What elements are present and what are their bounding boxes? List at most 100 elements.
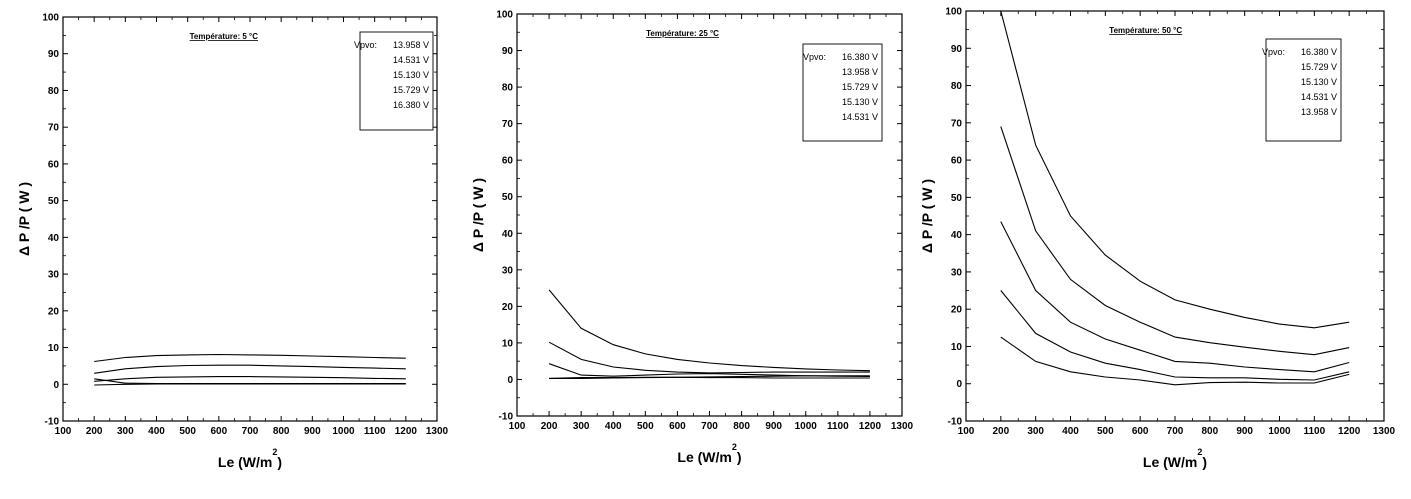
x-tick-label: 600	[1132, 426, 1149, 437]
series-line	[548, 341, 870, 374]
y-tick-label: 30	[48, 270, 60, 281]
series-line	[1000, 10, 1350, 329]
x-tick-label: 100	[509, 421, 526, 432]
y-tick-label: 10	[951, 342, 963, 353]
legend-prefix: Vpvo:	[1262, 47, 1285, 57]
y-tick-label: 30	[951, 267, 963, 278]
legend-entry: 13.958 V	[393, 40, 429, 50]
y-tick-label: 60	[951, 156, 963, 167]
legend-entry: 15.729 V	[1301, 62, 1337, 72]
x-tick-label: 400	[148, 426, 165, 437]
series-line	[1000, 126, 1350, 356]
x-tick-label: 1300	[891, 421, 914, 432]
y-tick-label: 100	[945, 7, 962, 18]
x-tick-label: 600	[210, 426, 227, 437]
legend-entry: 15.130 V	[1301, 77, 1337, 87]
y-tick-label: 80	[951, 81, 963, 92]
series-line	[94, 353, 406, 363]
y-tick-label: 20	[951, 305, 963, 316]
legend-entry: 15.729 V	[842, 82, 878, 92]
chart-title: Température: 50 °C	[1109, 26, 1182, 35]
x-tick-label: 1300	[426, 426, 449, 437]
x-tick-label: 1200	[395, 426, 418, 437]
y-tick-label: 40	[48, 233, 60, 244]
legend-entry: 15.130 V	[393, 70, 429, 80]
legend-prefix: Vpvo:	[354, 40, 377, 50]
legend-entry: 16.380 V	[1301, 47, 1337, 57]
x-tick-label: 400	[605, 421, 622, 432]
y-axis-label: Δ P /P ( W )	[919, 179, 935, 253]
legend-prefix: Vpvo:	[803, 52, 826, 62]
series-line	[548, 363, 870, 378]
y-tick-label: 0	[956, 379, 962, 390]
x-tick-label: 900	[304, 426, 321, 437]
y-tick-label: -10	[45, 417, 60, 428]
chart-title: Température: 5 °C	[190, 32, 259, 41]
y-tick-label: 50	[951, 193, 963, 204]
x-tick-label: 1100	[827, 421, 849, 432]
series-line	[94, 364, 406, 374]
x-tick-label: 200	[992, 426, 1009, 437]
y-tick-label: 90	[502, 46, 514, 57]
y-tick-label: 40	[502, 229, 514, 240]
y-tick-label: -10	[499, 412, 514, 423]
legend-box	[1265, 38, 1342, 142]
x-tick-label: 300	[117, 426, 134, 437]
x-tick-label: 1000	[332, 426, 355, 437]
x-tick-label: 800	[273, 426, 290, 437]
y-tick-label: 0	[53, 380, 59, 391]
y-tick-label: 70	[951, 118, 963, 129]
x-tick-label: 100	[55, 426, 72, 437]
y-tick-label: 20	[48, 306, 60, 317]
x-tick-label: 1000	[1268, 426, 1291, 437]
series-line	[1000, 290, 1350, 381]
y-tick-label: 40	[951, 230, 963, 241]
legend-box	[359, 31, 434, 131]
x-tick-label: 600	[669, 421, 686, 432]
legend-entry: 16.380 V	[393, 100, 429, 110]
y-tick-label: 20	[502, 302, 514, 313]
y-tick-label: 90	[48, 49, 60, 60]
y-axis-label: Δ P /P ( W )	[470, 178, 486, 252]
y-tick-label: 80	[502, 83, 514, 94]
y-tick-label: 70	[502, 119, 514, 130]
y-tick-label: 50	[48, 196, 60, 207]
x-tick-label: 1100	[1303, 426, 1325, 437]
chart-temperature-5: -10 0 10 20 30 40 50 60 70 80 90 100 100 200 300 400 500…	[16, 13, 449, 471]
x-axis-label: Le (W/m2)	[218, 447, 282, 470]
y-tick-label: 80	[48, 86, 60, 97]
x-tick-label: 1200	[859, 421, 882, 432]
legend-entry: 14.531 V	[393, 55, 429, 65]
x-tick-label: 1100	[364, 426, 386, 437]
y-tick-label: 60	[502, 156, 514, 167]
x-tick-label: 1000	[795, 421, 818, 432]
legend-entry: 15.130 V	[842, 97, 878, 107]
legend-entry: 13.958 V	[842, 67, 878, 77]
series-line	[94, 376, 406, 382]
chart-temperature-25: -10 0 10 20 30 40 50 60 70 80 90 100 100 200 300 400 500…	[470, 10, 914, 466]
legend-entry: 13.958 V	[1301, 107, 1337, 117]
series-line	[549, 376, 870, 379]
x-axis-label: Le (W/m2)	[1143, 447, 1207, 470]
y-tick-label: 100	[42, 13, 59, 24]
x-tick-label: 700	[1167, 426, 1184, 437]
x-tick-label: 800	[733, 421, 750, 432]
x-tick-label: 200	[86, 426, 103, 437]
legend-entry: 14.531 V	[842, 112, 878, 122]
x-tick-label: 800	[1201, 426, 1218, 437]
x-tick-label: 300	[1027, 426, 1044, 437]
x-tick-label: 1200	[1338, 426, 1361, 437]
y-tick-label: 100	[496, 10, 513, 21]
x-tick-label: 500	[179, 426, 196, 437]
y-tick-label: 70	[48, 123, 60, 134]
chart-title: Température: 25 °C	[646, 29, 719, 38]
y-tick-label: 30	[502, 265, 514, 276]
y-axis-label: Δ P /P ( W )	[16, 182, 32, 256]
x-tick-label: 400	[1062, 426, 1079, 437]
x-tick-label: 200	[541, 421, 558, 432]
legend-entry: 16.380 V	[842, 52, 878, 62]
legend-box	[802, 43, 883, 142]
series-line	[1000, 336, 1350, 386]
y-tick-label: 10	[48, 343, 60, 354]
series-line	[94, 383, 406, 386]
